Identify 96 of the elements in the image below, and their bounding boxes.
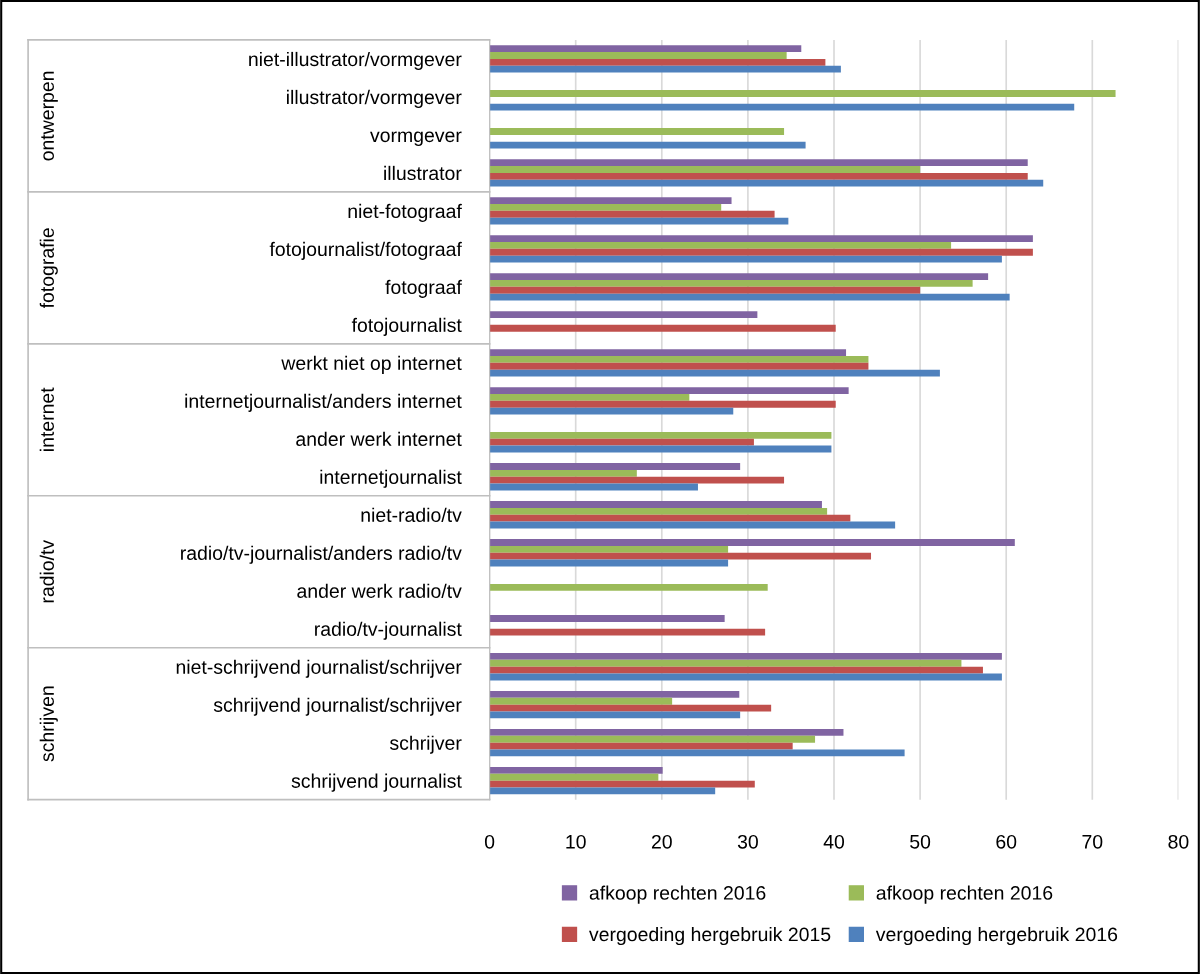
y-tick-label: ander werk internet (296, 431, 462, 447)
text: ontwerpen (41, 71, 58, 161)
bar (489, 90, 1116, 97)
bar (489, 539, 1015, 546)
bar (489, 349, 847, 356)
bar (489, 286, 921, 294)
y-tick-label: fotojournalist/fotograaf (269, 241, 462, 260)
y-tick-label: fotograaf (385, 279, 462, 298)
bar (489, 210, 775, 218)
x-tick-label: 0 (484, 834, 495, 849)
y-tick-label: werkt niet op internet (281, 355, 462, 374)
bar (489, 324, 836, 332)
bar (489, 387, 849, 394)
text: radio/tv (39, 539, 54, 603)
y-tick-label: illustrator/vormgever (287, 89, 462, 108)
bar (489, 552, 872, 560)
bar (489, 501, 822, 508)
x-tick-label: 50 (910, 834, 931, 849)
bar (489, 58, 826, 66)
bar (489, 431, 832, 439)
bar (489, 463, 741, 470)
text: schrijven (39, 686, 58, 762)
y-tick-label: niet-schrijvend journalist/schrijver (176, 659, 462, 678)
x-tick-label: 70 (1082, 834, 1103, 849)
y-tick-label: niet-fotograaf (348, 203, 462, 222)
bar (489, 179, 1044, 187)
bar (489, 362, 869, 370)
bar (489, 242, 952, 249)
bar (489, 787, 716, 795)
bar (489, 103, 1075, 111)
bar (489, 293, 1010, 301)
x-tick-label: 40 (823, 834, 845, 849)
bar (489, 704, 772, 712)
bar (489, 583, 768, 591)
bar (489, 514, 851, 522)
y-tick-label: ander werk radio/tv (297, 583, 462, 598)
y-tick-label: schrijvend journalist (291, 773, 462, 792)
bar (489, 141, 806, 149)
y-tick-label: schrijvend journalist/schrijver (213, 697, 462, 716)
bar (489, 65, 841, 73)
bar (489, 248, 1033, 256)
bar (489, 280, 973, 287)
bar (489, 773, 659, 781)
legend-label: vergoeding hergebruik 2015 (589, 926, 831, 946)
y-tick-label: fotojournalist (351, 317, 462, 336)
bar (489, 438, 754, 446)
bar (489, 400, 836, 408)
bar (489, 159, 1028, 167)
y-tick-label: radio/tv-journalist/anders radio/tv (181, 545, 462, 564)
bar (489, 311, 758, 318)
bar (489, 735, 816, 743)
y-tick-label: niet-illustrator/vormgever (249, 51, 462, 71)
y-tick-label: radio/tv-journalist (315, 621, 462, 640)
bar (489, 393, 690, 401)
bar (489, 659, 962, 667)
bar (489, 653, 1002, 660)
legend-label: afkoop rechten 2016 (876, 885, 1053, 904)
x-tick-label: 10 (566, 834, 586, 849)
bar (489, 197, 732, 205)
text: internet (39, 387, 54, 451)
bar (489, 628, 766, 636)
y-tick-label: illustrator (384, 165, 462, 181)
bar (489, 742, 793, 750)
bar (489, 545, 729, 553)
bar (489, 729, 844, 736)
bar (489, 666, 983, 674)
bar (489, 507, 828, 515)
bar (489, 235, 1033, 243)
legend-label: vergoeding hergebruik 2016 (875, 926, 1118, 946)
y-tick-label: niet-radio/tv (361, 507, 462, 522)
bar (489, 172, 1028, 180)
text: fotografie (39, 228, 58, 309)
bar (489, 766, 663, 774)
bar (489, 166, 921, 173)
bar (489, 691, 740, 698)
bar (489, 476, 785, 484)
bar (489, 615, 725, 622)
y-tick-label: internetjournalist/anders internet (185, 393, 462, 412)
legend-label: afkoop rechten 2016 (589, 885, 766, 904)
bar (489, 45, 802, 53)
x-tick-label: 30 (737, 834, 758, 849)
y-tick-label: vormgever (370, 131, 462, 146)
y-tick-label: schrijver (389, 735, 462, 754)
y-tick-label: internetjournalist (320, 469, 462, 488)
bar (489, 273, 989, 281)
bar (489, 355, 869, 363)
bar (489, 217, 789, 225)
x-tick-label: 60 (996, 834, 1017, 849)
bar (489, 697, 673, 705)
x-tick-label: 20 (651, 834, 672, 849)
bar (489, 469, 637, 477)
bar (489, 204, 722, 211)
bar (489, 255, 1002, 263)
bar (489, 52, 787, 59)
x-tick-label: 80 (1168, 834, 1189, 849)
bar (489, 128, 785, 135)
